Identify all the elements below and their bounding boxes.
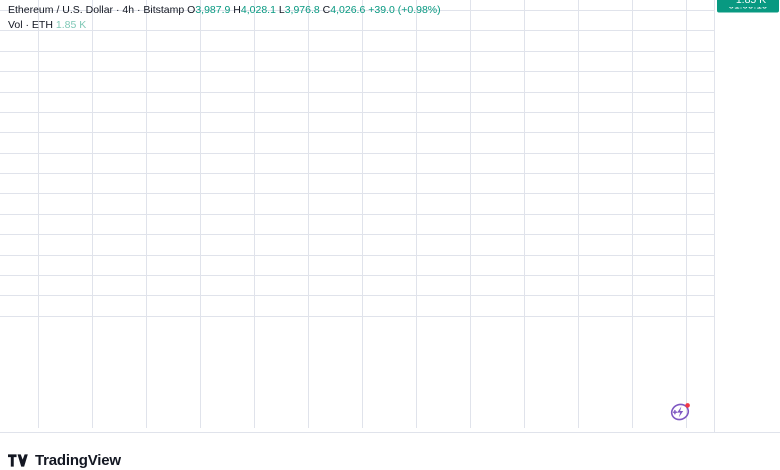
tradingview-wordmark: TradingView <box>35 452 121 469</box>
spark-lightning-icon[interactable] <box>669 399 693 423</box>
tradingview-logo[interactable]: TradingView <box>8 452 121 469</box>
footer-bar: TradingView <box>0 452 780 470</box>
price-axis[interactable]: 4,026.6 01:09:19 1.85 K <box>714 0 780 432</box>
chart-pane[interactable] <box>0 0 714 432</box>
time-axis[interactable] <box>0 432 780 453</box>
tradingview-mark-icon <box>8 454 28 467</box>
candlestick-svg <box>0 0 714 428</box>
grid-lines <box>0 0 714 428</box>
volume-badge[interactable]: 1.85 K <box>727 0 775 7</box>
